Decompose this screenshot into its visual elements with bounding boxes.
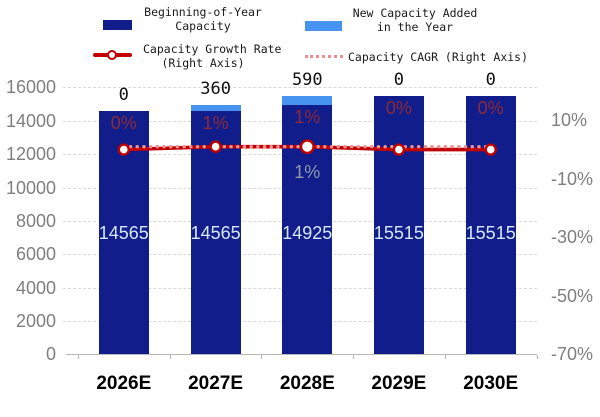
legend-item-capacity-growth-rate: Capacity Growth Rate (Right Axis) bbox=[143, 42, 282, 70]
growth-rate-label: 0% bbox=[110, 113, 137, 134]
new-capacity-value-label: 0 bbox=[393, 69, 405, 90]
x-axis-label-2027e: 2027E bbox=[188, 373, 244, 394]
legend-item-capacity-cagr: Capacity CAGR (Right Axis) bbox=[348, 50, 548, 64]
legend-label-line: New Capacity Added bbox=[352, 6, 478, 20]
legend-label-line: Capacity CAGR (Right Axis) bbox=[348, 50, 529, 64]
x-axis-line bbox=[66, 354, 537, 356]
x-axis-label-2026e: 2026E bbox=[96, 373, 152, 394]
growth-rate-label: 0% bbox=[477, 97, 504, 118]
blue-bar-swatch-icon bbox=[305, 21, 342, 31]
x-axis-tick bbox=[261, 354, 263, 359]
y-axis-right-tick-label: 10% bbox=[551, 110, 588, 131]
bar-value-label: 15515 bbox=[373, 223, 424, 243]
growth-rate-marker bbox=[392, 143, 406, 156]
bar-beginning-capacity-2030e bbox=[465, 95, 516, 355]
new-capacity-value-label: 0 bbox=[118, 85, 129, 106]
bar-value-label: 14925 bbox=[282, 223, 333, 243]
x-axis-tick bbox=[78, 354, 79, 359]
legend-label-line: in the Year bbox=[376, 20, 454, 34]
y-axis-left-tick-label: 6000 bbox=[15, 244, 56, 265]
y-axis-left-tick-label: 0 bbox=[45, 344, 56, 365]
growth-rate-marker bbox=[484, 143, 497, 156]
y-axis-left-tick-label: 16000 bbox=[5, 77, 56, 98]
x-axis-tick bbox=[169, 354, 171, 359]
growth-rate-marker bbox=[117, 143, 131, 156]
gridline bbox=[63, 87, 537, 89]
legend-label-line: Capacity bbox=[175, 19, 231, 33]
legend-item-beginning-of-year-capacity: Beginning-of-Year Capacity bbox=[143, 5, 263, 33]
navy-bar-swatch-icon bbox=[103, 20, 132, 30]
y-axis-left-tick-label: 2000 bbox=[15, 311, 56, 331]
bar-value-label: 14565 bbox=[190, 223, 241, 243]
y-axis-left-tick-label: 4000 bbox=[15, 277, 56, 298]
growth-rate-label: 1% bbox=[202, 113, 229, 134]
legend-item-new-capacity-added: New Capacity Added in the Year bbox=[351, 6, 479, 34]
legend-label-line: Beginning-of-Year bbox=[144, 5, 262, 19]
growth-rate-marker bbox=[209, 140, 222, 153]
growth-rate-line-swatch-icon bbox=[93, 50, 132, 60]
x-axis-label-2028e: 2028E bbox=[279, 373, 335, 394]
x-axis-label-2030e: 2030E bbox=[463, 373, 519, 394]
y-axis-right-tick-label: -30% bbox=[551, 227, 594, 248]
bar-value-label: 14565 bbox=[98, 223, 149, 243]
y-axis-left-tick-label: 10000 bbox=[5, 177, 56, 198]
y-axis-right-tick-label: -10% bbox=[551, 168, 594, 189]
new-capacity-value-label: 590 bbox=[291, 69, 323, 90]
x-axis-tick bbox=[536, 354, 538, 359]
legend-label-line: Capacity Growth Rate bbox=[143, 42, 282, 56]
cagr-label: 1% bbox=[294, 162, 321, 182]
new-capacity-value-label: 0 bbox=[485, 69, 496, 90]
bar-new-capacity-2027e bbox=[190, 105, 241, 112]
y-axis-right-tick-label: -70% bbox=[551, 344, 594, 365]
y-axis-right-tick-label: -50% bbox=[551, 285, 594, 306]
bar-beginning-capacity-2029e bbox=[373, 95, 424, 355]
legend-label-line: (Right Axis) bbox=[161, 56, 245, 70]
bar-value-label: 15515 bbox=[465, 223, 516, 243]
growth-rate-marker bbox=[299, 139, 315, 155]
cagr-dotted-line-swatch-icon bbox=[305, 55, 343, 58]
bar-new-capacity-2028e bbox=[282, 95, 333, 106]
y-axis-left-tick-label: 12000 bbox=[5, 144, 56, 165]
x-axis-tick bbox=[353, 354, 355, 359]
x-axis-tick bbox=[444, 354, 446, 359]
line-marker-icon bbox=[107, 50, 117, 60]
new-capacity-value-label: 360 bbox=[200, 79, 231, 100]
growth-rate-label: 0% bbox=[385, 97, 412, 118]
y-axis-left-tick-label: 14000 bbox=[5, 110, 56, 131]
x-axis-label-2029e: 2029E bbox=[371, 373, 427, 394]
y-axis-left-tick-label: 8000 bbox=[15, 210, 56, 231]
growth-rate-label: 1% bbox=[294, 107, 321, 128]
